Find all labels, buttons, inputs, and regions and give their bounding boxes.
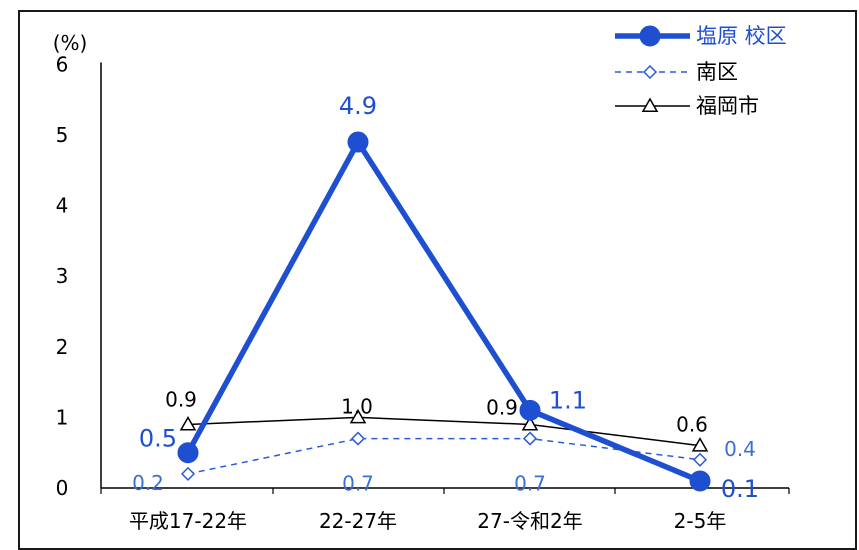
x-tick-label: 22-27年 xyxy=(319,509,397,533)
diamond-marker xyxy=(642,64,658,80)
y-tick-label: 3 xyxy=(56,264,69,288)
triangle-marker xyxy=(691,437,709,452)
legend-entry: 福岡市 xyxy=(615,94,759,118)
data-labels: 0.5 4.9 1.1 0.1 0.2 0.7 0.7 0.4 0.9 1.0 0.9 0.6 xyxy=(132,92,759,503)
data-label: 0.9 xyxy=(165,387,197,411)
legend-label: 南区 xyxy=(696,60,738,84)
data-label: 0.5 xyxy=(139,425,177,453)
triangle-marker xyxy=(641,97,659,112)
circle-marker xyxy=(519,399,541,421)
circle-marker xyxy=(347,131,369,153)
triangle-marker xyxy=(349,408,367,424)
legend-entry: 塩原 校区 xyxy=(615,24,787,48)
diamond-marker xyxy=(692,452,708,467)
series-circle xyxy=(177,131,711,492)
y-axis-label: (%) xyxy=(53,31,88,55)
triangle-marker xyxy=(521,415,539,431)
legend-label: 塩原 校区 xyxy=(696,24,787,48)
x-tick-label: 27-令和2年 xyxy=(477,509,582,533)
legend-entry: 南区 xyxy=(615,60,738,84)
y-tick-label: 6 xyxy=(56,52,69,76)
series-layer xyxy=(177,131,711,492)
data-label: 0.7 xyxy=(514,472,546,496)
data-label: 0.4 xyxy=(724,437,756,461)
diamond-marker xyxy=(350,431,366,446)
circle-marker xyxy=(177,442,199,464)
series-line xyxy=(185,139,702,484)
circle-marker xyxy=(639,25,661,47)
y-tick-label: 1 xyxy=(56,405,69,429)
y-tick-label: 4 xyxy=(56,194,69,218)
x-tick-label: 2-5年 xyxy=(674,509,727,533)
y-tick-label: 5 xyxy=(56,123,69,147)
data-label: 0.9 xyxy=(486,395,518,419)
diamond-marker xyxy=(522,431,538,446)
data-label: 0.7 xyxy=(342,472,374,496)
data-label: 4.9 xyxy=(339,92,377,120)
y-tick-label: 0 xyxy=(56,476,69,500)
series-line xyxy=(187,416,701,447)
diamond-marker xyxy=(180,466,196,481)
chart-frame xyxy=(18,10,857,550)
data-label: 0.1 xyxy=(721,475,759,503)
data-label: 1.1 xyxy=(549,386,587,414)
data-label: 0.2 xyxy=(132,471,164,495)
legend-label: 福岡市 xyxy=(696,94,759,118)
circle-marker xyxy=(689,470,711,492)
data-label: 0.6 xyxy=(676,413,708,437)
x-tick-label: 平成17-22年 xyxy=(129,509,247,533)
axes: 0 1 2 3 4 5 6(%) 平成17-22年 22-27年 27-令和2年 2-5年 xyxy=(53,31,790,533)
series-line xyxy=(187,437,701,475)
data-label: 1.0 xyxy=(341,394,373,418)
series-diamond xyxy=(180,431,708,481)
y-tick-label: 2 xyxy=(56,335,69,359)
series-triangle xyxy=(179,408,709,452)
triangle-marker xyxy=(179,415,197,431)
